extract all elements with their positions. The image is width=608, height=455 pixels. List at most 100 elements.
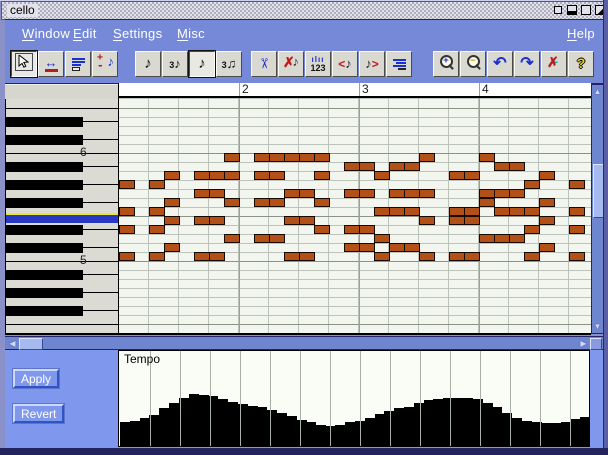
note-block[interactable] [209, 189, 225, 198]
clear-marker-button[interactable]: + ✗ [541, 51, 567, 77]
note-block[interactable] [539, 171, 555, 180]
note-block[interactable] [404, 243, 420, 252]
note-block[interactable] [494, 234, 510, 243]
menu-item-window[interactable]: Window [22, 26, 71, 41]
note-block[interactable] [524, 252, 540, 261]
tempo-bar[interactable] [139, 418, 150, 446]
note-block[interactable] [419, 216, 435, 225]
note-block[interactable] [269, 153, 285, 162]
tempo-bar[interactable] [433, 399, 444, 446]
tempo-bar[interactable] [531, 422, 542, 446]
note-block[interactable] [314, 171, 330, 180]
note-block[interactable] [314, 153, 330, 162]
tempo-bar[interactable] [315, 425, 327, 446]
note-block[interactable] [389, 189, 405, 198]
note-block[interactable] [269, 234, 285, 243]
scroll-right-icon[interactable]: ▶ [580, 339, 587, 348]
tempo-bar[interactable] [364, 418, 376, 446]
redo-button[interactable]: ↷ [514, 51, 540, 77]
horizontal-scrollbar-thumb[interactable] [19, 338, 43, 350]
cut-button[interactable]: ✂ [251, 51, 277, 77]
note-block[interactable] [224, 198, 240, 207]
note-block[interactable] [509, 234, 525, 243]
quantize-button[interactable]: ılıı 123 [305, 51, 331, 77]
tempo-bar[interactable] [345, 422, 356, 446]
tempo-bar[interactable] [443, 398, 454, 446]
note-block[interactable] [344, 243, 360, 252]
scroll-up-icon[interactable]: ▲ [593, 87, 602, 96]
note-block[interactable] [449, 171, 465, 180]
note-block[interactable] [194, 189, 210, 198]
note-block[interactable] [284, 189, 300, 198]
note-block[interactable] [344, 225, 360, 234]
note-block[interactable] [479, 198, 495, 207]
quarter-note-button[interactable]: ♪ [135, 51, 161, 77]
note-block[interactable] [149, 225, 165, 234]
note-block[interactable] [419, 252, 435, 261]
tempo-bar[interactable] [149, 415, 160, 446]
note-block[interactable] [164, 216, 180, 225]
note-block[interactable] [254, 198, 270, 207]
eighth-triplet-button[interactable]: 3♫ [216, 51, 242, 77]
note-block[interactable] [224, 153, 240, 162]
tempo-bar[interactable] [227, 402, 238, 446]
note-block[interactable] [284, 153, 300, 162]
note-block[interactable] [269, 171, 285, 180]
black-key[interactable] [6, 162, 83, 172]
note-block[interactable] [224, 234, 240, 243]
note-block[interactable] [449, 207, 465, 216]
note-block[interactable] [164, 171, 180, 180]
note-block[interactable] [374, 234, 390, 243]
black-key[interactable] [6, 135, 83, 145]
help-button[interactable]: ? [568, 51, 594, 77]
tempo-chart[interactable]: Tempo [118, 350, 590, 447]
note-edit-tool-button[interactable]: + ♪ - [92, 51, 118, 77]
note-block[interactable] [194, 171, 210, 180]
menu-item-help[interactable]: Help [567, 26, 595, 41]
note-block[interactable] [374, 171, 390, 180]
note-block[interactable] [194, 252, 210, 261]
note-block[interactable] [569, 207, 585, 216]
tempo-bar[interactable] [257, 407, 268, 446]
tempo-bar[interactable] [511, 418, 522, 446]
titlebar[interactable]: cello [1, 1, 605, 20]
note-block[interactable] [464, 216, 480, 225]
black-key[interactable] [6, 198, 83, 208]
note-block[interactable] [374, 252, 390, 261]
zoom-out-button[interactable]: − [460, 51, 486, 77]
shade-button[interactable] [554, 6, 562, 14]
note-block[interactable] [359, 243, 375, 252]
black-key[interactable] [6, 306, 83, 316]
note-block[interactable] [149, 180, 165, 189]
tempo-bar[interactable] [286, 416, 297, 446]
note-block[interactable] [359, 225, 375, 234]
note-block[interactable] [524, 207, 540, 216]
note-block[interactable] [119, 180, 135, 189]
event-list-button[interactable] [386, 51, 412, 77]
note-block[interactable] [374, 207, 390, 216]
note-block[interactable] [254, 153, 270, 162]
tempo-bar[interactable] [521, 421, 532, 446]
horizontal-scrollbar[interactable]: ◀ ▶ [5, 336, 603, 350]
note-block[interactable] [299, 189, 315, 198]
nudge-right-button[interactable]: ♪> [359, 51, 385, 77]
note-block[interactable] [209, 171, 225, 180]
note-block[interactable] [149, 207, 165, 216]
note-block[interactable] [359, 189, 375, 198]
tempo-bar[interactable] [266, 410, 278, 446]
tempo-bar[interactable] [237, 404, 248, 446]
scroll-down-icon[interactable]: ▼ [593, 322, 602, 331]
tempo-bar[interactable] [570, 419, 581, 446]
note-block[interactable] [494, 162, 510, 171]
note-block[interactable] [569, 225, 585, 234]
tempo-bar[interactable] [306, 422, 317, 446]
note-block[interactable] [164, 198, 180, 207]
tempo-bar[interactable] [247, 406, 258, 446]
apply-button[interactable]: Apply [13, 369, 60, 388]
note-block[interactable] [419, 189, 435, 198]
note-block[interactable] [254, 171, 270, 180]
note-block[interactable] [509, 162, 525, 171]
tempo-bar[interactable] [178, 398, 190, 446]
note-block[interactable] [359, 162, 375, 171]
note-block[interactable] [389, 207, 405, 216]
